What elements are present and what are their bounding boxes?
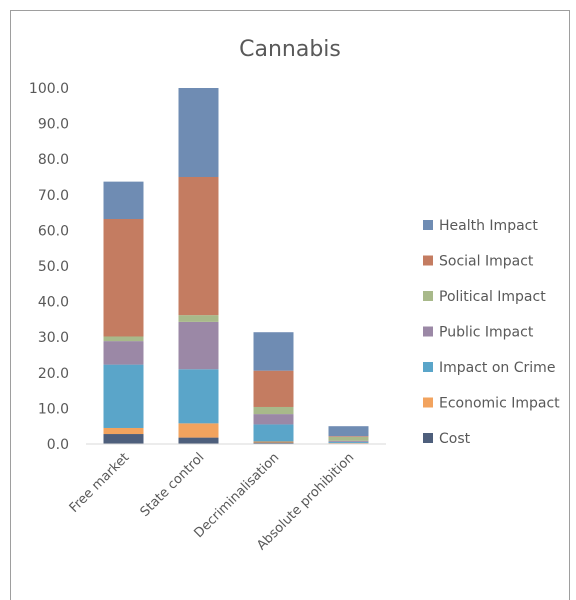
bar-segment <box>179 423 219 437</box>
legend-item: Health Impact <box>423 218 538 234</box>
bar-segment <box>254 332 294 370</box>
x-tick-label: State control <box>138 450 208 520</box>
y-tick-label: 60.0 <box>38 223 69 239</box>
legend-label: Health Impact <box>439 218 538 234</box>
x-tick-label: Free market <box>67 450 133 516</box>
legend-label: Public Impact <box>439 325 534 341</box>
legend-item: Public Impact <box>423 325 534 341</box>
legend-swatch <box>423 220 433 230</box>
bar-segment <box>329 436 369 437</box>
legend-item: Social Impact <box>423 254 534 270</box>
legend-label: Cost <box>439 431 471 447</box>
bar-segment <box>329 442 369 443</box>
bar-stack <box>179 88 219 444</box>
legend-item: Economic Impact <box>423 396 560 412</box>
bar-segment <box>104 182 144 219</box>
legend-label: Political Impact <box>439 289 546 305</box>
bar-segment <box>104 336 144 341</box>
legend-swatch <box>423 327 433 337</box>
bar-segment <box>329 441 369 442</box>
legend-item: Cost <box>423 431 471 447</box>
y-tick-label: 100.0 <box>29 81 69 97</box>
y-tick-label: 70.0 <box>38 188 69 204</box>
bar-segment <box>254 424 294 441</box>
legend-swatch <box>423 291 433 301</box>
legend-swatch <box>423 398 433 408</box>
legend-swatch <box>423 433 433 443</box>
bar-stacks <box>104 88 369 444</box>
bar-segment <box>104 365 144 428</box>
bar-stack <box>104 182 144 444</box>
bar-segment <box>254 407 294 414</box>
y-tick-label: 0.0 <box>47 437 69 453</box>
bar-stack <box>329 426 369 444</box>
legend-label: Social Impact <box>439 254 534 270</box>
legend-item: Impact on Crime <box>423 360 555 376</box>
legend-label: Economic Impact <box>439 396 560 412</box>
stacked-bar-chart: Cannabis 0.0 10.0 20.0 30.0 40.0 50.0 60.0 70.0… <box>11 11 571 591</box>
legend-swatch <box>423 362 433 372</box>
y-tick-label: 50.0 <box>38 259 69 275</box>
y-tick-label: 10.0 <box>38 401 69 417</box>
y-tick-label: 80.0 <box>38 152 69 168</box>
chart-frame: Cannabis 0.0 10.0 20.0 30.0 40.0 50.0 60.0 70.0… <box>10 10 570 600</box>
bar-segment <box>104 434 144 444</box>
bar-segment <box>179 177 219 315</box>
legend: Health Impact Social Impact Political Impa… <box>423 218 560 447</box>
legend-item: Political Impact <box>423 289 546 305</box>
y-tick-label: 20.0 <box>38 366 69 382</box>
bar-segment <box>179 315 219 322</box>
y-tick-label: 90.0 <box>38 117 69 133</box>
y-axis: 0.0 10.0 20.0 30.0 40.0 50.0 60.0 70.0 80.0 90.0 1… <box>29 81 69 453</box>
bar-segment <box>254 371 294 407</box>
bar-segment <box>104 219 144 336</box>
legend-swatch <box>423 256 433 266</box>
bar-segment <box>179 322 219 369</box>
y-tick-label: 40.0 <box>38 295 69 311</box>
bar-segment <box>104 428 144 434</box>
chart-title: Cannabis <box>239 37 341 62</box>
bar-segment <box>329 426 369 436</box>
y-tick-label: 30.0 <box>38 330 69 346</box>
bar-segment <box>329 437 369 441</box>
bar-segment <box>254 442 294 443</box>
bar-stack <box>254 332 294 444</box>
bar-segment <box>179 369 219 423</box>
bar-segment <box>254 414 294 424</box>
bar-segment <box>104 341 144 364</box>
legend-label: Impact on Crime <box>439 360 555 376</box>
bar-segment <box>179 88 219 177</box>
bar-segment <box>179 438 219 444</box>
